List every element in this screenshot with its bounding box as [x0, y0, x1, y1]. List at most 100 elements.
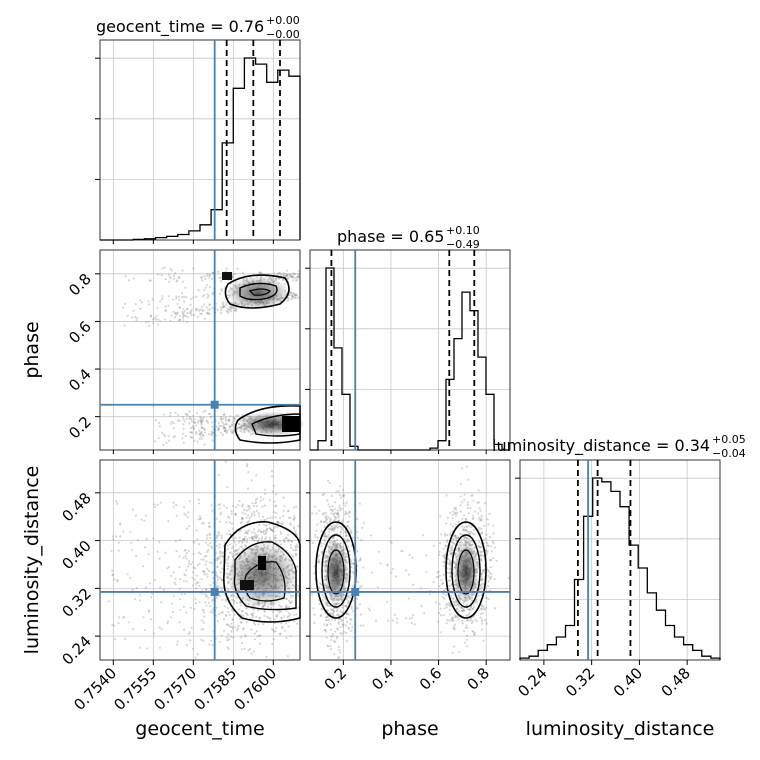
scatter-point	[219, 577, 222, 580]
scatter-point	[458, 650, 461, 653]
scatter-point	[199, 312, 202, 315]
scatter-point	[459, 495, 462, 498]
scatter-point	[131, 588, 134, 592]
scatter-point	[130, 316, 134, 319]
scatter-point	[251, 537, 254, 540]
scatter-point	[449, 604, 452, 607]
scatter-point	[336, 525, 339, 528]
scatter-point	[472, 499, 475, 502]
scatter-point	[116, 579, 119, 582]
scatter-point	[335, 490, 338, 493]
scatter-point	[197, 581, 200, 584]
scatter-point	[188, 500, 191, 503]
scatter-point	[235, 427, 238, 430]
scatter-point	[228, 543, 231, 546]
scatter-point	[291, 297, 294, 300]
scatter-point	[216, 565, 219, 569]
scatter-point	[222, 427, 225, 430]
scatter-point	[350, 565, 353, 569]
scatter-point	[208, 532, 211, 535]
scatter-point	[202, 639, 205, 643]
scatter-point	[164, 278, 167, 281]
scatter-point	[336, 522, 339, 526]
scatter-point	[347, 600, 350, 603]
scatter-point	[202, 628, 205, 631]
scatter-point	[455, 604, 458, 607]
scatter-point	[330, 541, 333, 544]
scatter-point	[182, 432, 185, 435]
scatter-point	[202, 410, 205, 413]
scatter-point	[240, 613, 243, 617]
scatter-point	[466, 501, 469, 504]
scatter-point	[164, 435, 167, 438]
scatter-point	[285, 598, 288, 601]
scatter-point	[219, 586, 222, 589]
scatter-point	[456, 608, 459, 611]
scatter-point	[201, 309, 204, 312]
scatter-point	[204, 588, 207, 591]
x-tick-label: 0.6	[416, 664, 446, 694]
scatter-point	[220, 534, 223, 538]
scatter-point	[443, 607, 446, 610]
scatter-point	[211, 306, 214, 309]
scatter-point	[341, 598, 344, 601]
scatter-point	[227, 633, 230, 636]
scatter-point	[330, 529, 333, 532]
scatter-point	[451, 619, 454, 622]
scatter-point	[227, 420, 230, 423]
scatter-point	[228, 428, 231, 431]
scatter-point	[260, 271, 263, 275]
scatter-point	[219, 562, 222, 565]
scatter-point	[345, 624, 348, 627]
scatter-point	[255, 535, 258, 538]
scatter-point	[271, 628, 274, 631]
scatter-point	[233, 417, 236, 420]
scatter-point	[183, 314, 186, 317]
scatter-point	[345, 598, 348, 601]
scatter-point	[233, 550, 236, 553]
scatter-point	[347, 539, 350, 543]
scatter-point	[333, 610, 336, 613]
scatter-point	[238, 499, 241, 503]
scatter-point	[275, 627, 278, 630]
scatter-point	[469, 532, 472, 536]
scatter-point	[327, 479, 330, 482]
scatter-point	[232, 602, 235, 605]
scatter-point	[468, 530, 471, 534]
scatter-point	[205, 306, 208, 309]
scatter-point	[297, 525, 300, 528]
scatter-point	[135, 317, 138, 320]
scatter-point	[318, 585, 321, 589]
scatter-point	[190, 297, 193, 300]
scatter-point	[189, 427, 193, 430]
scatter-point	[123, 324, 126, 327]
scatter-point	[141, 565, 144, 568]
scatter-point	[201, 417, 204, 420]
scatter-point	[333, 653, 336, 656]
scatter-point	[486, 542, 489, 545]
scatter-point	[197, 419, 200, 422]
scatter-point	[442, 565, 445, 568]
scatter-point	[217, 421, 220, 424]
scatter-point	[348, 594, 351, 597]
scatter-point	[277, 521, 280, 524]
scatter-point	[234, 536, 237, 540]
scatter-point	[325, 516, 328, 519]
scatter-point	[483, 502, 487, 505]
scatter-point	[168, 275, 171, 278]
scatter-point	[444, 544, 447, 547]
scatter-point	[351, 570, 354, 574]
scatter-point	[206, 421, 210, 424]
scatter-point	[205, 284, 209, 287]
scatter-point	[199, 415, 202, 418]
scatter-point	[276, 526, 279, 529]
scatter-point	[150, 618, 153, 621]
scatter-point	[332, 512, 335, 515]
scatter-point	[477, 594, 480, 598]
scatter-point	[319, 614, 323, 617]
scatter-point	[334, 501, 337, 504]
scatter-point	[334, 517, 337, 521]
scatter-point	[258, 642, 261, 645]
scatter-point	[485, 596, 488, 600]
scatter-point	[329, 628, 332, 631]
